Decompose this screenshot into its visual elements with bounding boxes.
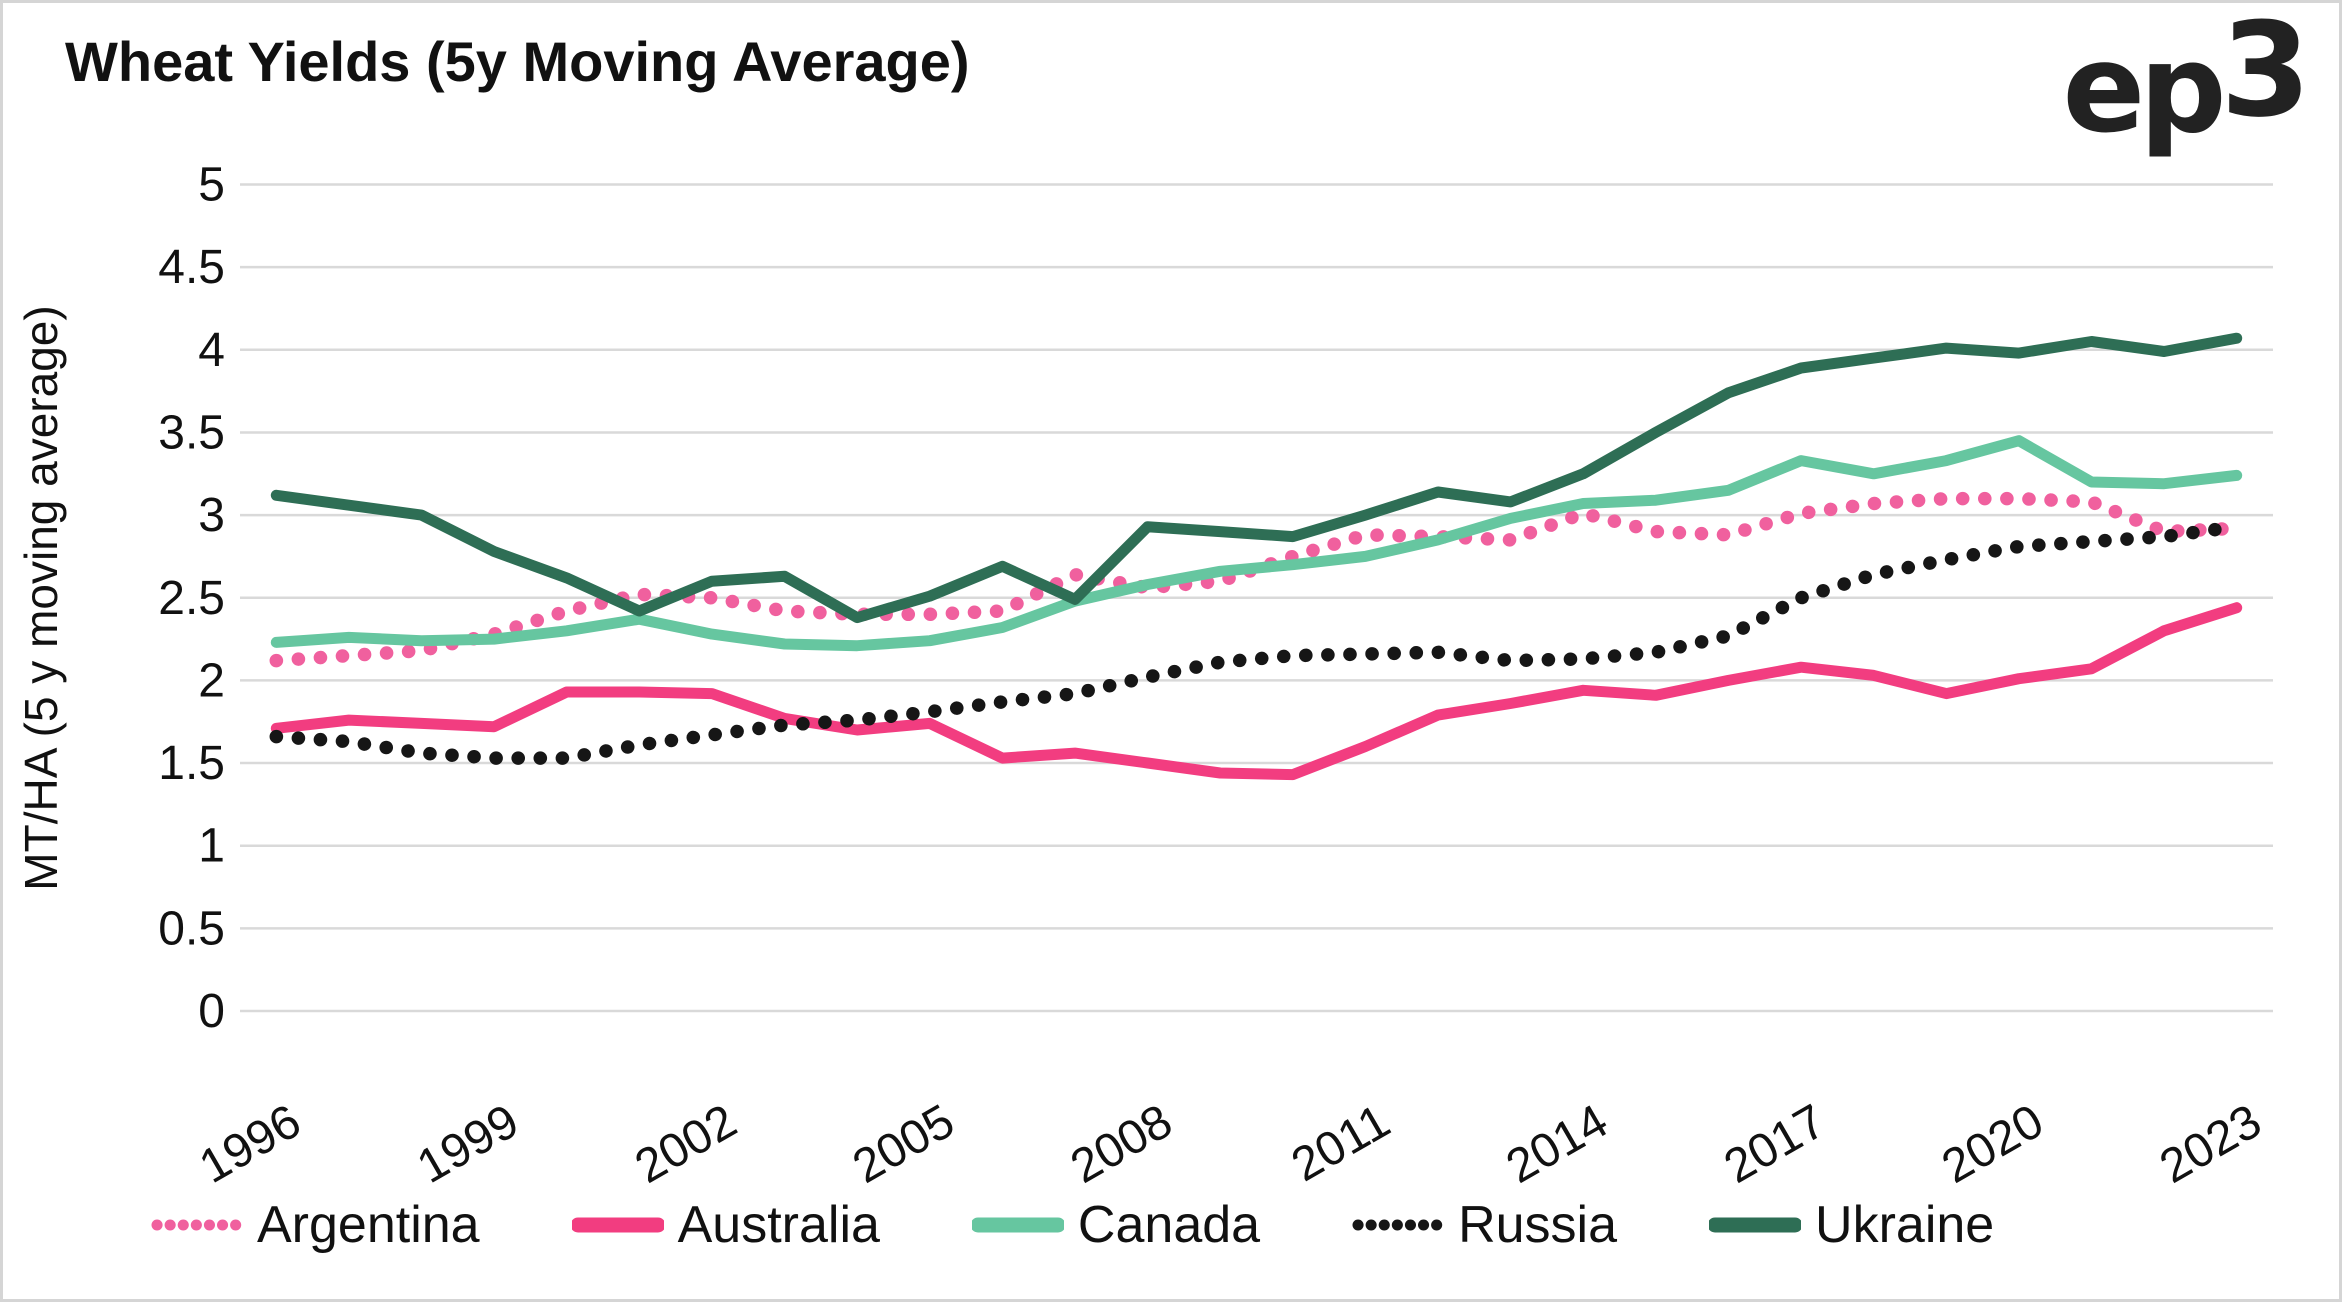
series-line-russia	[269, 519, 2244, 765]
x-tick-label: 1999	[409, 1095, 528, 1194]
series-lines	[269, 332, 2244, 781]
y-tick-label: 1.5	[158, 737, 225, 790]
line-chart-canvas: 0 0.5 1 1.5 2 2.5 3 3.5 4 4.5 5 1996 1999 2002 2005 200…	[158, 159, 2273, 1194]
chart-legend: Argentina Australia Canada Russia Ukraine	[151, 1195, 1994, 1255]
x-tick-label: 2023	[2151, 1095, 2270, 1194]
x-axis-ticks: 1996 1999 2002 2005 2008 2011 2014 2017 2020 2023	[191, 1095, 2270, 1194]
legend-item-australia: Australia	[571, 1195, 880, 1255]
legend-swatch-dotted	[1352, 1219, 1444, 1231]
legend-swatch-solid	[571, 1217, 664, 1233]
x-tick-label: 2008	[1062, 1095, 1181, 1194]
y-tick-label: 2	[198, 654, 225, 707]
x-tick-label: 2002	[626, 1095, 745, 1194]
y-axis-ticks: 0 0.5 1 1.5 2 2.5 3 3.5 4 4.5 5	[158, 159, 225, 1039]
series-line-argentina	[269, 491, 2244, 668]
legend-label: Ukraine	[1815, 1196, 1995, 1254]
legend-label: Canada	[1077, 1196, 1261, 1254]
legend-swatch-solid	[1709, 1217, 1802, 1233]
ep3-logo: ep3	[2062, 5, 2311, 151]
gridlines	[240, 183, 2273, 1013]
series-line-canada	[270, 435, 2243, 652]
y-tick-label: 3.5	[158, 406, 225, 459]
x-tick-label: 1996	[191, 1095, 310, 1194]
legend-label: Argentina	[257, 1196, 480, 1254]
chart-title: Wheat Yields (5y Moving Average)	[65, 30, 970, 93]
legend-label: Russia	[1458, 1196, 1618, 1254]
legend-swatch-solid	[971, 1217, 1064, 1233]
legend-item-russia: Russia	[1352, 1195, 1617, 1255]
y-tick-label: 4.5	[158, 241, 225, 294]
x-tick-label: 2011	[1283, 1095, 1399, 1193]
legend-item-canada: Canada	[971, 1195, 1261, 1255]
x-tick-label: 2020	[1933, 1095, 2052, 1194]
x-tick-label: 2014	[1498, 1095, 1617, 1194]
series-line-ukraine	[270, 332, 2243, 624]
y-tick-label: 0	[198, 985, 225, 1038]
legend-label: Australia	[677, 1196, 880, 1254]
series-line-australia	[270, 602, 2243, 781]
logo-3: 3	[2220, 0, 2312, 146]
legend-swatch-dotted	[151, 1219, 243, 1231]
logo-ep: ep	[2062, 18, 2226, 160]
x-tick-label: 2017	[1716, 1095, 1835, 1194]
legend-item-ukraine: Ukraine	[1709, 1195, 1994, 1255]
y-tick-label: 1	[198, 820, 225, 873]
y-tick-label: 0.5	[158, 902, 225, 955]
legend-item-argentina: Argentina	[151, 1195, 480, 1255]
y-tick-label: 2.5	[158, 572, 225, 625]
y-tick-label: 5	[198, 159, 225, 212]
y-tick-label: 3	[198, 489, 225, 542]
y-tick-label: 4	[198, 324, 225, 377]
x-tick-label: 2005	[844, 1095, 963, 1194]
